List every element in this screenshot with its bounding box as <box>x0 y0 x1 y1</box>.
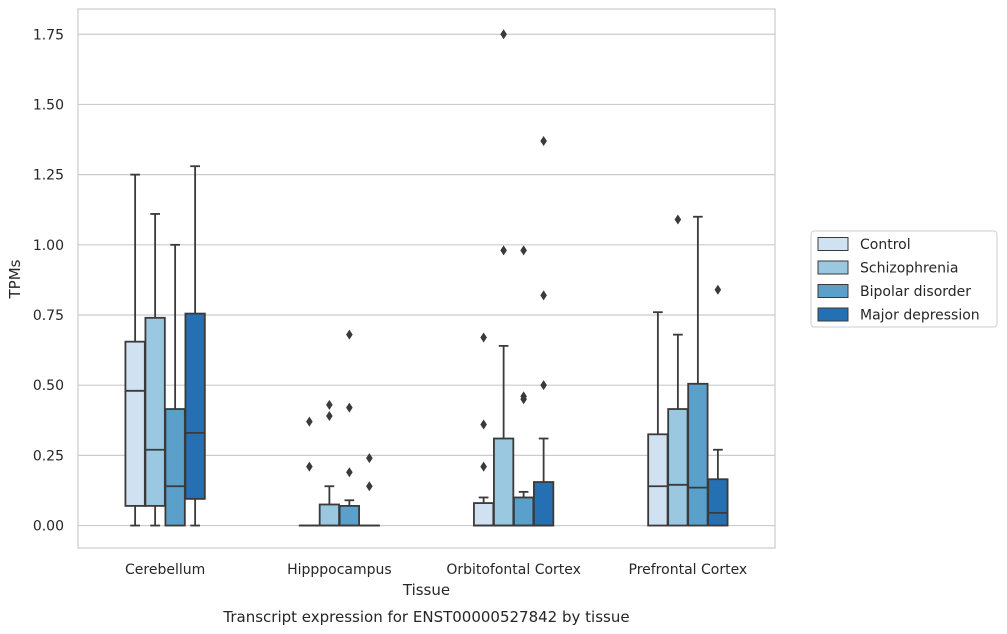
outlier-point <box>520 394 527 405</box>
chart-caption: Transcript expression for ENST0000052784… <box>222 608 629 626</box>
legend-item: Control <box>817 237 911 253</box>
x-axis-label: Tissue <box>402 581 450 599</box>
legend-frame <box>810 230 998 328</box>
y-tick-label: 1.50 <box>33 97 64 113</box>
box-iqr <box>124 340 146 507</box>
box-plot-groups <box>124 29 729 527</box>
outlier-point <box>366 481 373 492</box>
box-iqr <box>533 481 555 527</box>
box-iqr <box>473 502 495 527</box>
legend-label: Schizophrenia <box>860 261 958 277</box>
y-axis-ticks: 0.00 0.25 0.50 0.75 1.00 1.25 1.50 1.75 <box>33 27 64 534</box>
box-group <box>647 311 669 527</box>
legend-swatch <box>817 284 849 298</box>
x-tick-label: Cerebellum <box>125 562 205 578</box>
box-group <box>318 399 340 527</box>
x-axis-ticks: Cerebellum Hipppocampus Orbitofontal Corte… <box>125 562 747 578</box>
outlier-point <box>540 135 547 146</box>
outlier-point <box>520 245 527 256</box>
outlier-point <box>714 284 722 295</box>
box-iqr <box>647 433 669 527</box>
outlier-point <box>306 461 313 472</box>
box-iqr <box>667 408 689 527</box>
box-iqr <box>318 503 340 527</box>
box-group <box>513 245 535 527</box>
box-iqr <box>164 408 186 527</box>
box-group <box>338 329 360 527</box>
legend-swatch <box>817 237 849 251</box>
legend-item: Schizophrenia <box>817 260 958 277</box>
box-group <box>124 173 146 527</box>
box-group <box>298 416 320 527</box>
y-axis-label: TPMs <box>6 259 24 299</box>
outlier-point <box>674 214 682 225</box>
outlier-point <box>346 467 353 478</box>
x-tick-label: Orbitofontal Cortex <box>446 562 581 578</box>
outlier-point <box>346 402 353 413</box>
box-iqr <box>513 496 535 527</box>
x-tick-label: Hipppocampus <box>287 562 392 578</box>
legend-swatch <box>817 307 849 322</box>
box-group <box>358 453 380 527</box>
outlier-point <box>346 329 353 340</box>
y-tick-label: 0.75 <box>33 308 64 324</box>
outlier-point <box>306 416 313 427</box>
box-group <box>707 284 729 527</box>
box-iqr <box>707 478 729 527</box>
y-tick-label: 0.00 <box>33 519 64 535</box>
box-iqr <box>493 437 515 527</box>
outlier-point <box>540 290 547 301</box>
legend-swatch <box>817 260 849 275</box>
legend-item: Major depression <box>817 307 980 324</box>
outlier-point <box>366 453 373 464</box>
legend: Control Schizophrenia Bipolar disorder Majo… <box>810 230 998 328</box>
legend-item: Bipolar disorder <box>817 284 971 300</box>
plot-frame <box>77 8 776 549</box>
outlier-point <box>326 399 333 410</box>
outlier-point <box>480 332 487 343</box>
y-tick-label: 1.25 <box>33 168 64 184</box>
outlier-point <box>500 29 507 40</box>
box-iqr <box>184 312 206 500</box>
outlier-point <box>500 245 507 256</box>
x-tick-label: Prefrontal Cortex <box>629 562 748 578</box>
y-tick-label: 0.50 <box>33 378 64 394</box>
box-group <box>667 214 689 527</box>
box-group <box>533 135 555 527</box>
legend-label: Control <box>860 237 911 253</box>
box-group <box>473 332 495 527</box>
box-iqr <box>338 504 360 527</box>
box-group <box>493 29 515 527</box>
y-tick-label: 0.25 <box>33 448 64 464</box>
outlier-point <box>326 411 333 422</box>
box-group <box>687 215 709 527</box>
box-iqr <box>144 316 166 507</box>
box-group <box>144 213 166 527</box>
box-group <box>164 243 186 527</box>
legend-label: Major depression <box>860 308 980 324</box>
outlier-point <box>540 380 547 391</box>
outlier-point <box>480 419 487 430</box>
box-group <box>184 165 206 527</box>
y-tick-label: 1.00 <box>33 238 64 254</box>
y-tick-label: 1.75 <box>33 27 64 43</box>
outlier-point <box>480 461 487 472</box>
legend-label: Bipolar disorder <box>860 284 971 300</box>
box-iqr <box>687 382 709 527</box>
